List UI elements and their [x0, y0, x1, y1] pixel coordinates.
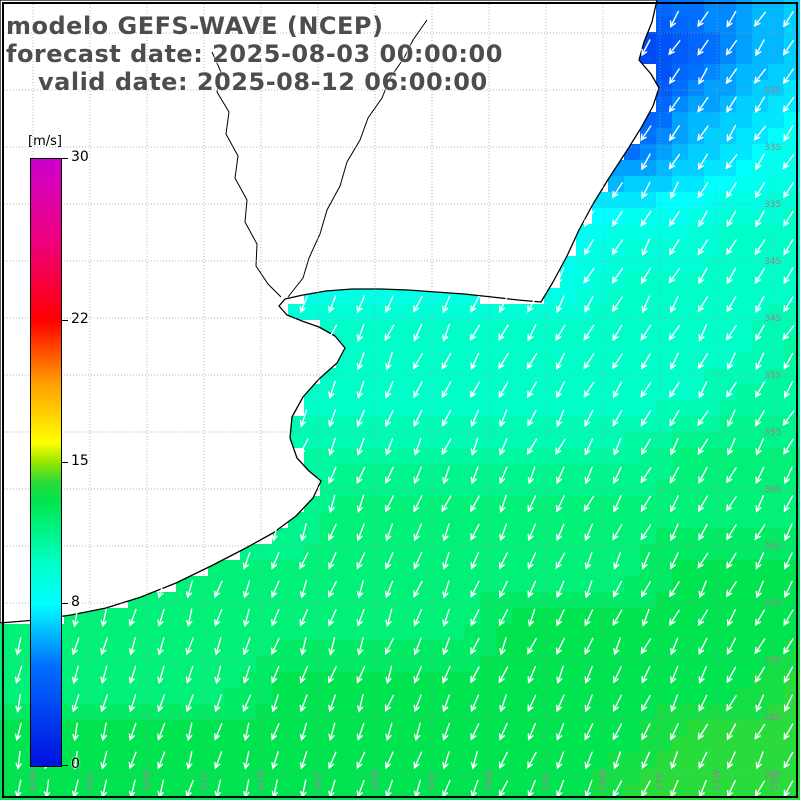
svg-text:35S: 35S: [764, 371, 781, 381]
svg-text:375: 375: [764, 656, 781, 666]
colorbar-tick-label: 22: [71, 310, 89, 327]
colorbar-tick-mark: [62, 603, 68, 605]
colorbar-tick-label: 15: [71, 452, 89, 469]
svg-text:605: 605: [314, 773, 324, 790]
svg-text:38S: 38S: [764, 713, 781, 723]
svg-text:61W: 61W: [257, 770, 267, 790]
svg-text:615: 615: [200, 773, 210, 790]
svg-text:63W: 63W: [29, 770, 39, 790]
svg-text:57W: 57W: [713, 770, 723, 790]
svg-text:565: 565: [770, 773, 780, 790]
svg-text:595: 595: [428, 773, 438, 790]
svg-text:585: 585: [542, 773, 552, 790]
svg-text:58W: 58W: [599, 770, 609, 790]
svg-text:60W: 60W: [371, 770, 381, 790]
svg-text:355: 355: [764, 428, 781, 438]
graticule-labels: 325 33S 335 34S 345 35S 355 36S 365 37S 375 38S 385 6…: [29, 86, 781, 790]
river-line: [287, 19, 428, 298]
coastline-land: [0, 0, 660, 624]
river-line: [211, 51, 282, 298]
colorbar-unit-label: [m/s]: [28, 134, 62, 149]
svg-text:335: 335: [764, 200, 781, 210]
svg-text:37S: 37S: [764, 599, 781, 609]
colorbar-tick-mark: [62, 461, 68, 463]
colorbar-gradient: [30, 158, 62, 767]
colorbar: [m/s] 30 22 15 8 0: [28, 134, 160, 778]
svg-text:34S: 34S: [764, 257, 781, 267]
wind-arrows: [14, 10, 795, 799]
svg-text:33S: 33S: [764, 143, 781, 153]
colorbar-tick-label: 30: [71, 149, 89, 165]
svg-text:365: 365: [764, 542, 781, 552]
colorbar-tick-mark: [62, 158, 68, 159]
forecast-date-label: forecast date: 2025-08-03 00:00:00: [6, 40, 503, 68]
graticule-grid: [4, 4, 796, 796]
svg-text:325: 325: [764, 86, 781, 96]
colorbar-tick-mark: [62, 765, 68, 766]
colorbar-tick-label: 8: [71, 594, 80, 611]
svg-text:625: 625: [86, 773, 96, 790]
colorbar-tick-label: 0: [71, 756, 80, 772]
svg-text:36S: 36S: [764, 485, 781, 495]
model-title: modelo GEFS-WAVE (NCEP): [6, 12, 384, 40]
svg-text:62W: 62W: [143, 770, 153, 790]
valid-date-label: valid date: 2025-08-12 06:00:00: [38, 68, 488, 96]
svg-text:345: 345: [764, 314, 781, 324]
svg-text:385: 385: [764, 770, 781, 780]
svg-text:59W: 59W: [485, 770, 495, 790]
svg-text:575: 575: [656, 773, 666, 790]
colorbar-tick-mark: [62, 319, 68, 321]
